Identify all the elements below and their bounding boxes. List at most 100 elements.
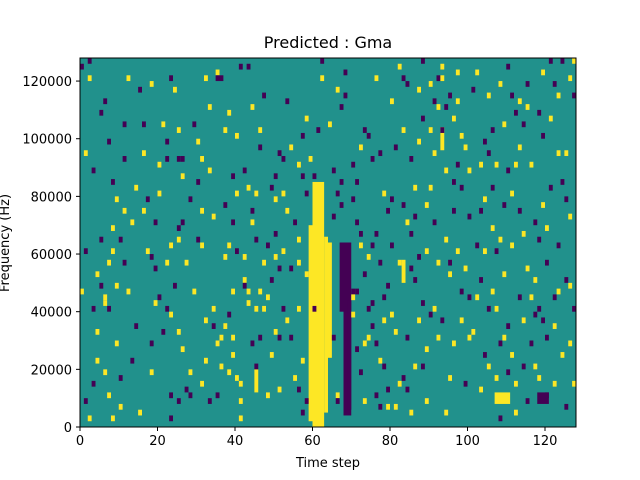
heatmap-cell [91,167,96,174]
heatmap-cell [200,156,204,162]
heatmap-cell [556,150,561,157]
heatmap-cell [483,248,487,255]
heatmap-cell [80,288,84,295]
heatmap-cell [161,121,166,128]
heatmap-cell [95,271,100,278]
heatmap-cell [107,259,111,266]
heatmap-cell [107,138,111,145]
heatmap-cell [138,86,142,93]
heatmap-cell [339,202,344,208]
heatmap-cell [204,357,208,364]
heatmap-cell [506,323,511,329]
heatmap-cell [452,207,456,214]
heatmap-cell [401,75,406,82]
heatmap-cell [223,323,228,329]
heatmap-cell [490,225,495,231]
heatmap-cell [335,398,340,404]
heatmap-cell [541,317,545,324]
heatmap-cell [281,305,286,312]
heatmap-cell [421,300,425,306]
heatmap-cell [393,328,398,335]
heatmap-cell [231,173,235,180]
heatmap-block [440,127,445,151]
heatmap-cell [436,75,441,82]
heatmap-cell [219,75,224,82]
heatmap-cell [281,156,286,162]
heatmap-cell [149,81,154,87]
heatmap-cell [118,236,123,243]
heatmap-cell [471,328,476,335]
heatmap-cell [339,104,344,110]
heatmap-cell [568,282,573,289]
heatmap-region [312,181,325,427]
heatmap-cell [455,98,460,105]
heatmap-cell [424,346,429,353]
heatmap-cell [355,346,359,353]
heatmap-cell [475,294,480,301]
heatmap-cell [99,236,104,243]
heatmap-cell [130,357,135,364]
heatmap-cell [448,259,452,266]
heatmap-cell [351,161,356,168]
heatmap-cell [153,300,158,306]
heatmap-cell [176,328,181,335]
heatmap-cell [277,334,282,341]
heatmap-cell [548,58,553,64]
heatmap-cell [521,363,526,370]
heatmap-cell [215,392,220,399]
heatmap-cell [180,156,185,162]
y-tick-label: 80000 [31,190,72,205]
heatmap-cell [215,75,220,82]
heatmap-cell [87,415,92,422]
heatmap-cell [424,202,429,208]
heatmap-cell [506,369,511,376]
heatmap-cell [126,75,131,82]
heatmap-cell [510,242,514,249]
heatmap-cell [297,161,301,168]
heatmap-cell [409,156,414,162]
heatmap-cell [351,196,356,203]
heatmap-cell [486,150,491,157]
x-tick-label: 100 [455,434,480,449]
y-tick-label: 100000 [22,133,72,148]
heatmap-cell [250,207,255,214]
heatmap-cell [463,265,468,272]
heatmap-cell [211,323,216,329]
heatmap-cell [161,328,166,335]
heatmap-cell [95,357,100,364]
heatmap-cell [300,173,305,180]
heatmap-cell [153,265,158,272]
heatmap-cell [111,415,115,422]
heatmap-cell [533,363,538,370]
heatmap-cell [91,305,96,312]
heatmap-cell [145,248,150,255]
heatmap-cell [114,340,119,347]
heatmap-cell [506,167,511,174]
heatmap-cell [572,305,576,312]
heatmap-cell [165,138,170,145]
heatmap-cell [479,277,483,283]
heatmap-cell [467,334,472,341]
heatmap-cell [366,132,371,139]
heatmap-cell [475,69,480,76]
heatmap-cell [432,305,437,312]
heatmap-cell [227,311,232,318]
heatmap-cell [300,357,305,364]
heatmap-cell [409,265,414,272]
heatmap-cell [165,259,170,266]
heatmap-cell [300,132,305,139]
heatmap-block [169,415,173,422]
heatmap-cell [514,161,518,168]
heatmap-cell [297,259,301,266]
heatmap-cell [537,375,542,381]
heatmap-cell [200,207,204,214]
heatmap-cell [440,317,445,324]
heatmap-cell [91,380,96,387]
heatmap-cell [494,305,499,312]
heatmap-cell [176,398,181,404]
heatmap-cell [266,392,270,399]
heatmap-cell [475,242,480,249]
heatmap-cell [211,305,216,312]
heatmap-cell [262,259,266,266]
